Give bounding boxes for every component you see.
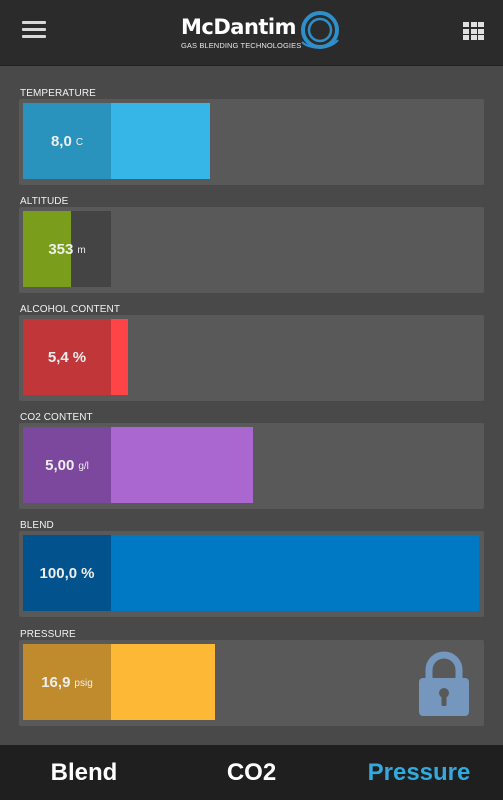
alcohol-content-unit: % xyxy=(72,348,87,366)
altitude-bar xyxy=(23,211,71,287)
blend-value-box: 100,0 % xyxy=(23,535,111,611)
blend-panel[interactable]: 100,0 % xyxy=(19,531,484,617)
pressure-panel[interactable]: 16,9 psig xyxy=(19,640,484,726)
alcohol-content-track: 5,4 % xyxy=(23,319,479,395)
pressure-label: PRESSURE xyxy=(20,629,76,640)
pressure-track: 16,9 psig xyxy=(23,644,479,720)
temperature-unit: C xyxy=(75,137,84,148)
altitude-label: ALTITUDE xyxy=(20,196,69,207)
co2-content-value-box: 5,00 g/l xyxy=(23,427,111,503)
temperature-value: 8,0 xyxy=(50,132,72,150)
hamburger-menu-icon[interactable] xyxy=(22,20,46,40)
nav-tab-pressure[interactable]: Pressure xyxy=(367,758,471,786)
co2-content-unit: g/l xyxy=(78,461,89,472)
pressure-value: 16,9 xyxy=(41,673,71,691)
nav-tab-co2[interactable]: CO2 xyxy=(226,758,277,786)
logo-swirl-icon xyxy=(301,11,339,49)
altitude-value: 353 xyxy=(48,240,74,258)
alcohol-content-label: ALCOHOL CONTENT xyxy=(20,304,121,315)
temperature-panel[interactable]: 8,0 C xyxy=(19,99,484,185)
app-header: McDantim GAS BLENDING TECHNOLOGIES xyxy=(0,0,503,66)
alcohol-content-value: 5,4 xyxy=(47,348,69,366)
padlock-icon[interactable] xyxy=(417,650,471,716)
alcohol-content-panel[interactable]: 5,4 % xyxy=(19,315,484,401)
altitude-panel[interactable]: 353 m xyxy=(19,207,484,293)
altitude-track: 353 m xyxy=(23,211,479,287)
nav-tab-blend[interactable]: Blend xyxy=(50,758,118,786)
co2-content-panel[interactable]: 5,00 g/l xyxy=(19,423,484,509)
brand-logo: McDantim GAS BLENDING TECHNOLOGIES xyxy=(178,10,346,56)
pressure-value-box: 16,9 psig xyxy=(23,644,111,720)
blend-value: 100,0 xyxy=(39,564,78,582)
temperature-value-box: 8,0 C xyxy=(23,103,111,179)
temperature-track: 8,0 C xyxy=(23,103,479,179)
logo-name: McDantim xyxy=(181,15,297,39)
pressure-unit: psig xyxy=(74,678,93,689)
blend-label: BLEND xyxy=(20,520,54,531)
altitude-value-box: 353 m xyxy=(23,211,111,287)
blend-track: 100,0 % xyxy=(23,535,479,611)
blend-unit: % xyxy=(81,564,95,582)
co2-content-track: 5,00 g/l xyxy=(23,427,479,503)
altitude-unit: m xyxy=(77,245,86,256)
alcohol-content-value-box: 5,4 % xyxy=(23,319,111,395)
bottom-navigation: Blend CO2 Pressure xyxy=(0,745,503,800)
grid-menu-icon[interactable] xyxy=(463,22,484,40)
temperature-label: TEMPERATURE xyxy=(20,88,96,99)
co2-content-value: 5,00 xyxy=(45,456,75,474)
logo-tagline: GAS BLENDING TECHNOLOGIES xyxy=(181,41,302,50)
co2-content-label: CO2 CONTENT xyxy=(20,412,93,423)
